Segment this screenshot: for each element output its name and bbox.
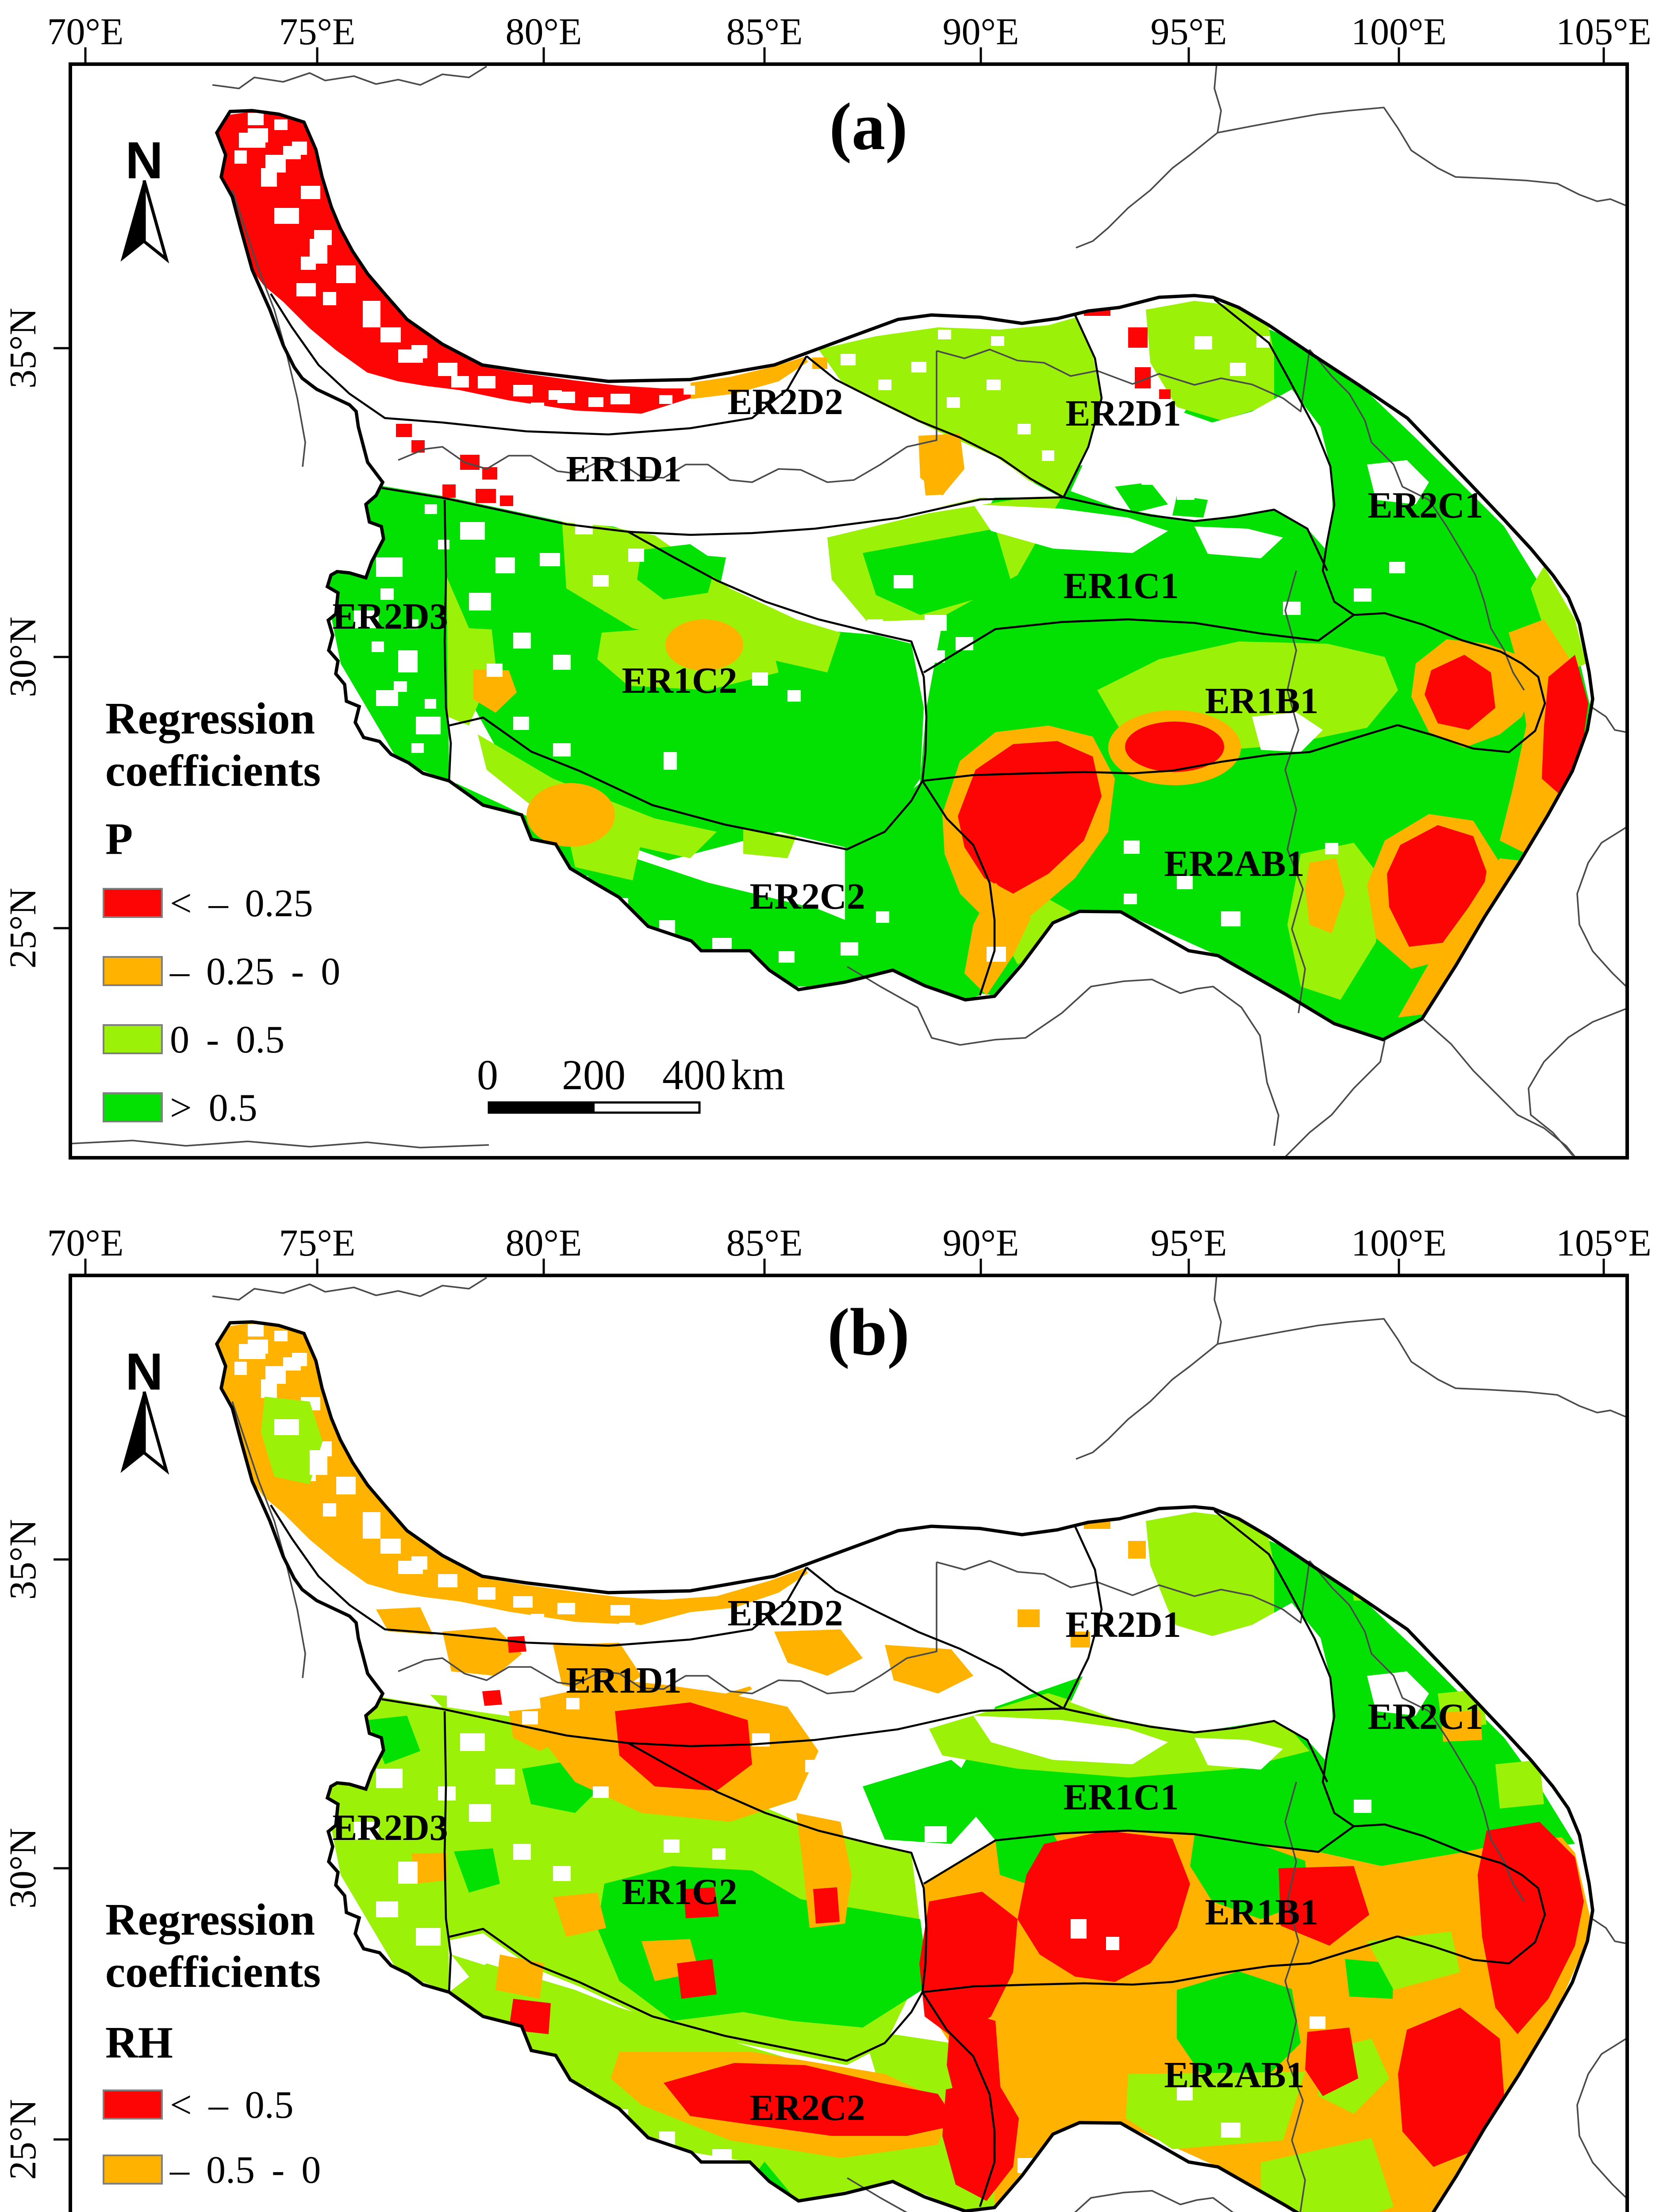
svg-text:30°N: 30°N — [1, 1828, 44, 1909]
svg-text:70°E: 70°E — [47, 10, 124, 53]
svg-text:75°E: 75°E — [279, 1221, 356, 1264]
svg-text:ER1C2: ER1C2 — [622, 660, 737, 701]
svg-text:100°E: 100°E — [1351, 1221, 1447, 1264]
svg-text:ER1B1: ER1B1 — [1205, 680, 1319, 722]
svg-text:coefficients: coefficients — [105, 746, 321, 796]
svg-text:P: P — [105, 814, 133, 864]
svg-text:0: 0 — [477, 1051, 498, 1098]
svg-text:ER2C1: ER2C1 — [1367, 485, 1483, 526]
svg-text:ER1C1: ER1C1 — [1063, 565, 1179, 607]
svg-text:105°E: 105°E — [1556, 10, 1652, 53]
svg-text:> 0.5: > 0.5 — [170, 1087, 257, 1129]
svg-text:25°N: 25°N — [1, 2099, 44, 2180]
svg-text:ER2C2: ER2C2 — [749, 2087, 865, 2128]
svg-text:ER2D2: ER2D2 — [727, 381, 843, 422]
svg-text:Regression: Regression — [105, 694, 315, 744]
svg-text:ER2D1: ER2D1 — [1065, 1604, 1181, 1645]
svg-text:– 0.25 - 0: – 0.25 - 0 — [169, 950, 340, 993]
svg-text:< – 0.5: < – 0.5 — [170, 2084, 294, 2127]
svg-text:400: 400 — [662, 1051, 726, 1098]
svg-text:RH: RH — [105, 2018, 173, 2068]
svg-text:ER1D1: ER1D1 — [566, 449, 681, 490]
svg-text:85°E: 85°E — [726, 1221, 803, 1264]
svg-text:85°E: 85°E — [726, 10, 803, 53]
svg-text:95°E: 95°E — [1151, 10, 1227, 53]
svg-text:(b): (b) — [827, 1295, 910, 1369]
svg-text:ER1C1: ER1C1 — [1063, 1777, 1179, 1818]
svg-text:ER1C2: ER1C2 — [622, 1871, 737, 1912]
svg-text:ER2C2: ER2C2 — [749, 876, 865, 917]
svg-text:200: 200 — [562, 1051, 626, 1098]
svg-text:ER2D1: ER2D1 — [1065, 393, 1181, 434]
svg-text:ER2AB1: ER2AB1 — [1164, 843, 1304, 884]
svg-text:ER1B1: ER1B1 — [1205, 1892, 1319, 1933]
svg-text:105°E: 105°E — [1556, 1221, 1652, 1264]
svg-text:75°E: 75°E — [279, 10, 356, 53]
svg-text:0 - 0.5: 0 - 0.5 — [170, 1018, 284, 1061]
svg-text:ER1D1: ER1D1 — [566, 1660, 681, 1701]
svg-text:coefficients: coefficients — [105, 1947, 321, 1997]
svg-text:Regression: Regression — [105, 1895, 315, 1945]
svg-text:(a): (a) — [829, 89, 907, 164]
svg-text:35°N: 35°N — [1, 1519, 44, 1600]
svg-text:35°N: 35°N — [1, 308, 44, 389]
svg-text:ER2D3: ER2D3 — [332, 596, 448, 637]
svg-text:90°E: 90°E — [943, 1221, 1019, 1264]
svg-text:ER2D2: ER2D2 — [727, 1593, 843, 1634]
svg-text:ER2C1: ER2C1 — [1367, 1696, 1483, 1737]
svg-text:30°N: 30°N — [1, 617, 44, 698]
svg-text:80°E: 80°E — [506, 10, 582, 53]
svg-text:< – 0.25: < – 0.25 — [170, 882, 313, 925]
svg-text:70°E: 70°E — [47, 1221, 124, 1264]
svg-text:90°E: 90°E — [943, 10, 1019, 53]
svg-text:km: km — [731, 1051, 785, 1098]
svg-text:ER2D3: ER2D3 — [332, 1807, 448, 1848]
svg-text:80°E: 80°E — [506, 1221, 582, 1264]
svg-text:100°E: 100°E — [1351, 10, 1447, 53]
svg-text:– 0.5 - 0: – 0.5 - 0 — [169, 2149, 321, 2192]
svg-text:ER2AB1: ER2AB1 — [1164, 2055, 1304, 2096]
svg-text:25°N: 25°N — [1, 888, 44, 969]
svg-text:95°E: 95°E — [1151, 1221, 1227, 1264]
